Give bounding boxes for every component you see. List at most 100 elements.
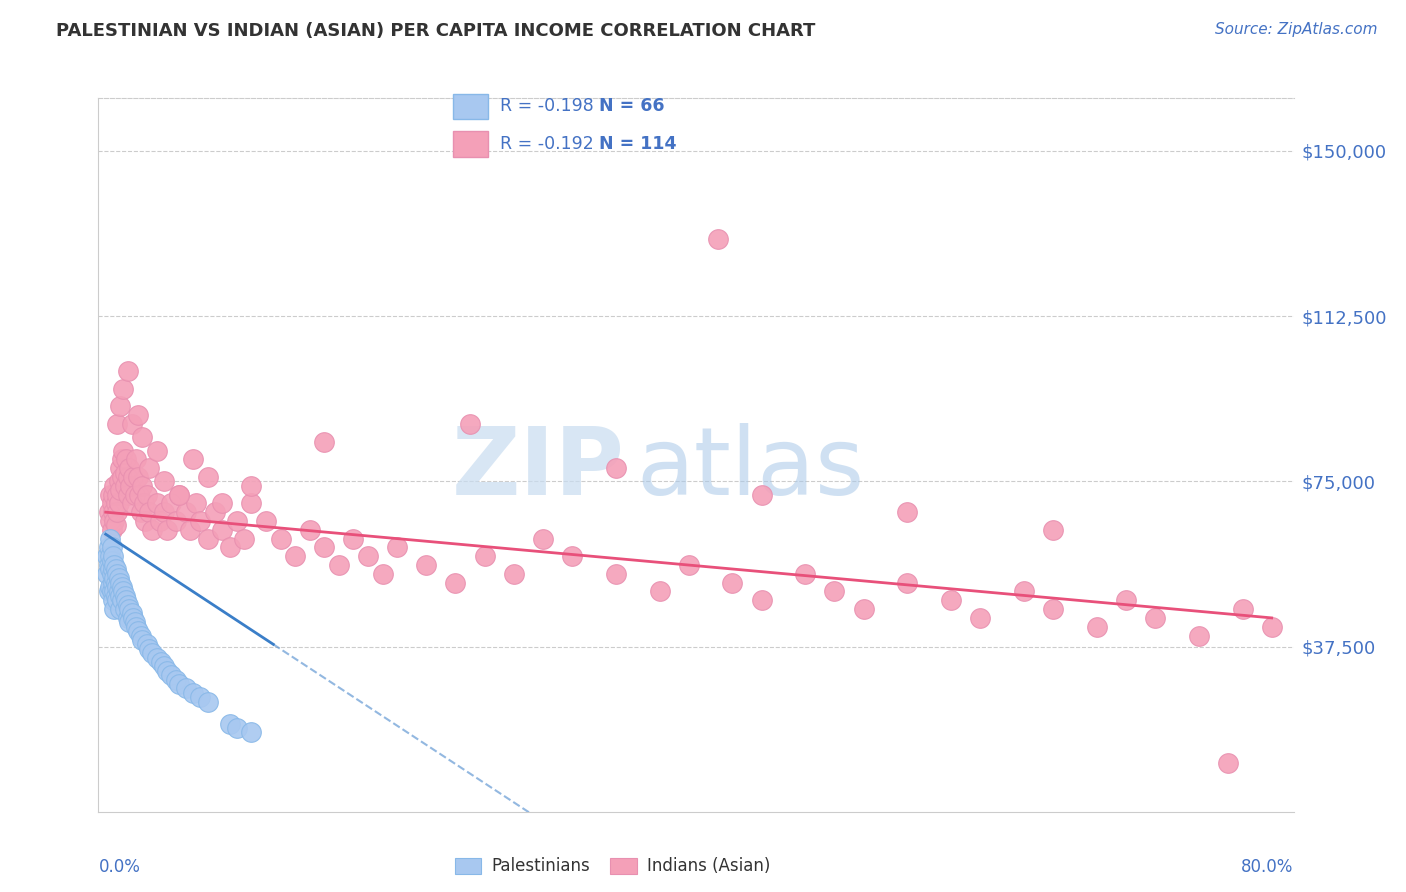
Point	[110, 575, 132, 590]
Point	[110, 602, 132, 616]
Point	[111, 470, 134, 484]
Point	[648, 584, 671, 599]
Point	[121, 607, 143, 621]
Text: Source: ZipAtlas.com: Source: ZipAtlas.com	[1215, 22, 1378, 37]
Point	[124, 615, 146, 630]
Point	[100, 541, 122, 555]
Point	[415, 558, 437, 572]
Point	[112, 382, 135, 396]
Point	[108, 584, 131, 599]
Point	[101, 549, 124, 564]
Point	[204, 505, 226, 519]
Point	[823, 584, 845, 599]
Point	[105, 593, 128, 607]
Point	[117, 487, 139, 501]
Point	[97, 558, 120, 572]
Point	[153, 505, 176, 519]
Point	[1144, 611, 1167, 625]
Point	[101, 562, 124, 576]
Point	[103, 514, 125, 528]
Point	[120, 479, 142, 493]
Point	[98, 580, 121, 594]
Point	[150, 655, 173, 669]
Point	[270, 532, 292, 546]
Point	[104, 496, 127, 510]
Point	[111, 452, 134, 467]
Text: N = 66: N = 66	[599, 97, 665, 115]
Point	[110, 400, 132, 414]
Point	[103, 479, 125, 493]
Point	[100, 496, 122, 510]
Point	[132, 496, 155, 510]
Point	[115, 593, 138, 607]
Point	[153, 475, 176, 489]
Point	[605, 566, 627, 581]
Point	[502, 566, 524, 581]
Point	[1188, 628, 1211, 642]
Point	[561, 549, 583, 564]
Point	[101, 593, 124, 607]
Point	[121, 496, 143, 510]
Point	[114, 479, 136, 493]
Point	[141, 646, 163, 660]
Point	[1260, 620, 1282, 634]
Point	[284, 549, 307, 564]
Point	[114, 602, 136, 616]
Point	[104, 562, 127, 576]
Point	[240, 496, 263, 510]
Point	[165, 514, 187, 528]
Point	[100, 554, 122, 568]
Text: 80.0%: 80.0%	[1241, 858, 1294, 876]
Point	[371, 566, 394, 581]
Point	[98, 487, 121, 501]
Point	[1085, 620, 1108, 634]
Bar	[453, 131, 488, 157]
Point	[1216, 756, 1239, 771]
Point	[184, 496, 207, 510]
Point	[103, 584, 125, 599]
Point	[97, 505, 120, 519]
Point	[197, 470, 219, 484]
Text: R = -0.198: R = -0.198	[501, 97, 593, 115]
Point	[118, 615, 141, 630]
Point	[1115, 593, 1137, 607]
Point	[127, 470, 149, 484]
Text: N = 114: N = 114	[599, 136, 676, 153]
Point	[103, 558, 125, 572]
Text: PALESTINIAN VS INDIAN (ASIAN) PER CAPITA INCOME CORRELATION CHART: PALESTINIAN VS INDIAN (ASIAN) PER CAPITA…	[56, 22, 815, 40]
Legend: Palestinians, Indians (Asian): Palestinians, Indians (Asian)	[449, 851, 776, 882]
Point	[96, 549, 118, 564]
Point	[385, 541, 409, 555]
Point	[100, 566, 122, 581]
Point	[218, 716, 240, 731]
Point	[1232, 602, 1254, 616]
Point	[240, 725, 263, 739]
Point	[127, 409, 149, 423]
Point	[190, 514, 212, 528]
Point	[127, 624, 149, 639]
Point	[100, 584, 122, 599]
Point	[357, 549, 380, 564]
Point	[751, 593, 773, 607]
Point	[105, 580, 128, 594]
Point	[98, 514, 121, 528]
Point	[156, 664, 179, 678]
Point	[129, 628, 152, 642]
Point	[458, 417, 481, 431]
Point	[117, 364, 139, 378]
Point	[121, 417, 143, 431]
Point	[138, 641, 160, 656]
Point	[939, 593, 962, 607]
Point	[167, 677, 190, 691]
Point	[149, 514, 172, 528]
Point	[145, 650, 167, 665]
Point	[218, 541, 240, 555]
Point	[108, 571, 131, 585]
Point	[134, 514, 156, 528]
Point	[969, 611, 991, 625]
Point	[97, 584, 120, 599]
Point	[896, 505, 918, 519]
Point	[114, 466, 136, 480]
Point	[342, 532, 364, 546]
Point	[111, 580, 134, 594]
